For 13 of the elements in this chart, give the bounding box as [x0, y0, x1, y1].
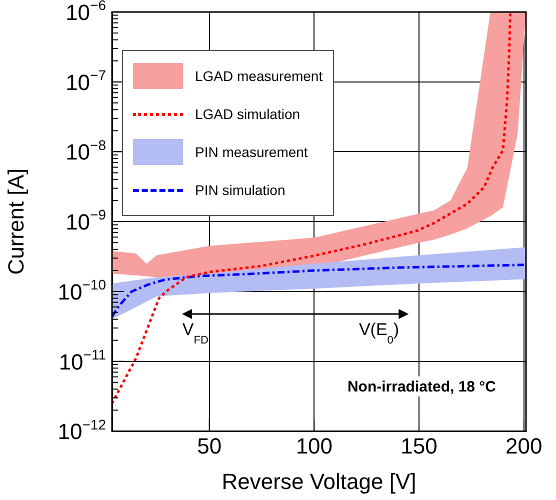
y-axis-title: Current [A] — [3, 168, 28, 275]
x-tick-label: 200 — [506, 433, 542, 458]
x-axis-title: Reverse Voltage [V] — [222, 468, 416, 494]
line-series — [112, 264, 526, 318]
annotation: Non-irradiated, 18 °C — [347, 378, 496, 396]
x-tick-label: 150 — [400, 433, 438, 458]
legend-label: PIN measurement — [195, 144, 308, 160]
legend-label: LGAD measurement — [195, 68, 323, 84]
x-tick-label: 100 — [296, 433, 333, 458]
x-tick-label: 50 — [197, 433, 222, 458]
legend-label: LGAD simulation — [195, 106, 300, 122]
legend-label: PIN simulation — [195, 182, 286, 198]
line-series — [112, 12, 512, 405]
